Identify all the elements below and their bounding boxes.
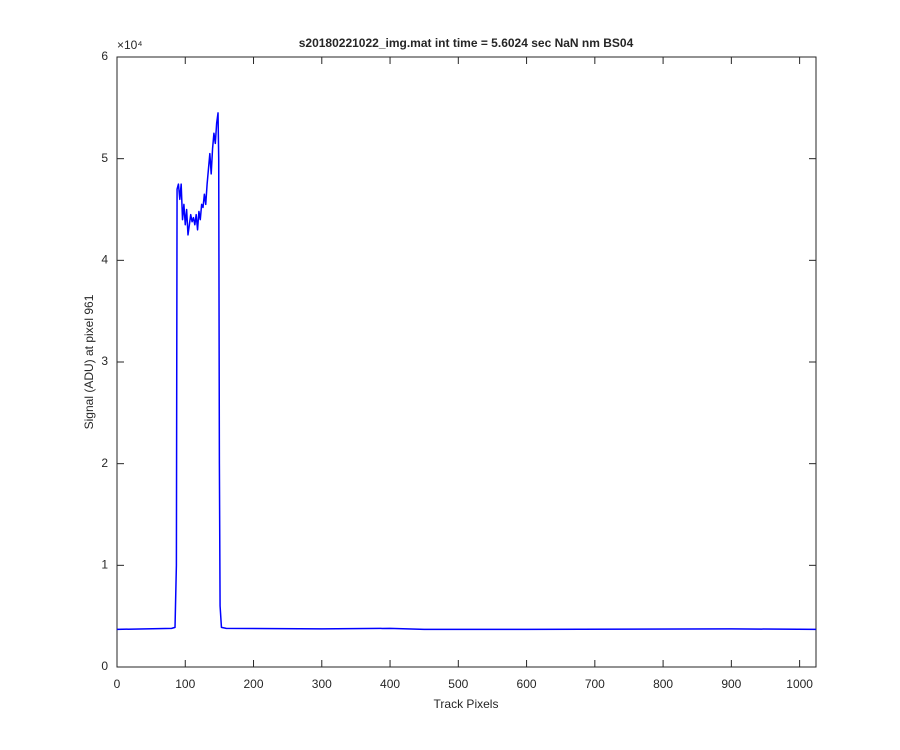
data-line <box>116 112 817 631</box>
y-tick-label: 5 <box>101 151 108 165</box>
x-tick-label: 600 <box>517 677 537 691</box>
x-axis-label: Track Pixels <box>434 697 499 711</box>
y-tick-label: 3 <box>101 354 108 368</box>
y-axis-label: Signal (ADU) at pixel 961 <box>82 294 96 429</box>
y-tick-label: 0 <box>101 659 108 673</box>
x-tick-label: 300 <box>312 677 332 691</box>
x-tick-label: 1000 <box>786 677 813 691</box>
x-tick-label: 200 <box>244 677 264 691</box>
x-tick-label: 800 <box>653 677 673 691</box>
y-tick-label: 2 <box>101 456 108 470</box>
chart-title: s20180221022_img.mat int time = 5.6024 s… <box>299 36 634 50</box>
y-tick-label: 1 <box>101 558 108 572</box>
y-scale-label: ×10⁴ <box>117 38 143 52</box>
plot-area <box>116 56 817 668</box>
x-tick-label: 400 <box>380 677 400 691</box>
x-tick-label: 900 <box>721 677 741 691</box>
x-tick-label: 700 <box>585 677 605 691</box>
x-tick-label: 0 <box>114 677 121 691</box>
x-tick-label: 100 <box>175 677 195 691</box>
y-tick-label: 6 <box>101 49 108 63</box>
y-tick-label: 4 <box>101 253 108 267</box>
x-tick-label: 500 <box>448 677 468 691</box>
